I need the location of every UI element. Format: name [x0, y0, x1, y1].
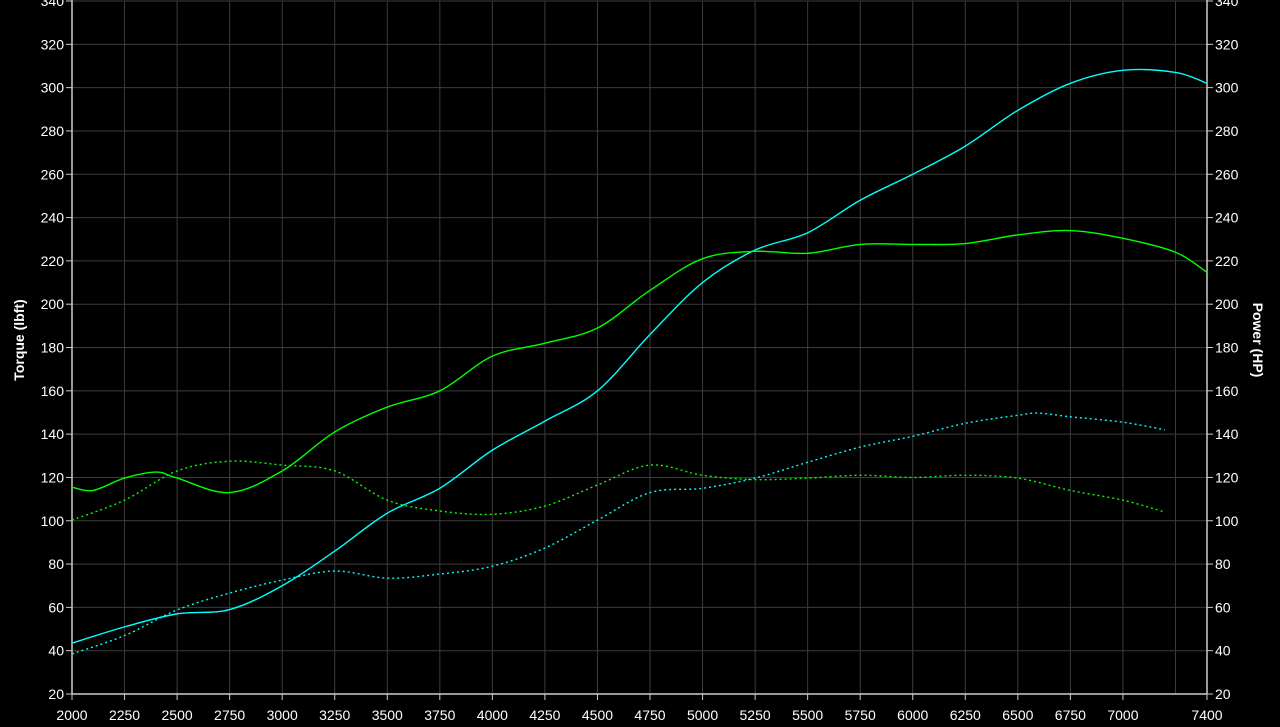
y-tick-label-left: 140: [41, 426, 65, 442]
y-tick-label-left: 300: [41, 80, 65, 96]
y-tick-label-right: 100: [1215, 513, 1239, 529]
x-tick-label: 3250: [319, 707, 350, 723]
x-tick-label: 6000: [897, 707, 928, 723]
x-tick-label: 5500: [792, 707, 823, 723]
series-line-1: [71, 229, 1208, 494]
y-tick-label-left: 80: [48, 556, 64, 572]
y-tick-label-right: 160: [1215, 383, 1239, 399]
x-tick-label: 5250: [740, 707, 771, 723]
x-tick-label: 6500: [1002, 707, 1033, 723]
x-tick-label: 7000: [1107, 707, 1138, 723]
y-tick-label-right: 80: [1215, 556, 1231, 572]
x-tick-label: 3000: [267, 707, 298, 723]
x-tick-label: 5000: [687, 707, 718, 723]
y-tick-label-left: 260: [41, 166, 65, 182]
x-tick-label: 3750: [424, 707, 455, 723]
y-tick-label-right: 200: [1215, 296, 1239, 312]
y-axis-right-label: Power (HP): [1250, 303, 1266, 378]
y-tick-label-left: 20: [48, 686, 64, 702]
grid: [71, 0, 1208, 695]
x-tick-label: 2250: [109, 707, 140, 723]
x-tick-label: 4250: [529, 707, 560, 723]
y-tick-label-left: 280: [41, 123, 65, 139]
series-line-0: [71, 68, 1208, 644]
y-tick-label-right: 260: [1215, 166, 1239, 182]
y-tick-label-left: 40: [48, 643, 64, 659]
x-tick-label: 5750: [845, 707, 876, 723]
y-tick-label-left: 240: [41, 210, 65, 226]
y-tick-label-right: 320: [1215, 36, 1239, 52]
y-tick-label-right: 240: [1215, 210, 1239, 226]
y-tick-label-right: 60: [1215, 599, 1231, 615]
x-tick-label: 6250: [950, 707, 981, 723]
y-tick-label-left: 180: [41, 340, 65, 356]
x-tick-label: 4750: [634, 707, 665, 723]
x-tick-label: 7400: [1191, 707, 1222, 723]
y-tick-label-right: 280: [1215, 123, 1239, 139]
x-tick-label: 2500: [162, 707, 193, 723]
series-line-3: [71, 412, 1166, 655]
y-tick-label-right: 220: [1215, 253, 1239, 269]
y-tick-label-left: 320: [41, 36, 65, 52]
axes: 20 20 40 40 60 60 80 80 100 100 120 120 140 140 160 160…: [41, 0, 1239, 723]
y-tick-label-left: 340: [41, 0, 65, 9]
x-tick-label: 6750: [1055, 707, 1086, 723]
x-tick-label: 2000: [56, 707, 87, 723]
y-tick-label-right: 40: [1215, 643, 1231, 659]
y-tick-label-right: 180: [1215, 340, 1239, 356]
y-tick-label-left: 160: [41, 383, 65, 399]
x-tick-label: 2750: [214, 707, 245, 723]
y-tick-label-right: 140: [1215, 426, 1239, 442]
y-tick-label-left: 100: [41, 513, 65, 529]
y-tick-label-right: 120: [1215, 469, 1239, 485]
y-tick-label-right: 340: [1215, 0, 1239, 9]
series-line-2: [71, 460, 1166, 521]
x-tick-label: 4500: [582, 707, 613, 723]
y-tick-label-left: 200: [41, 296, 65, 312]
y-tick-label-left: 120: [41, 469, 65, 485]
y-tick-label-left: 60: [48, 599, 64, 615]
y-tick-label-right: 20: [1215, 686, 1231, 702]
x-tick-label: 3500: [372, 707, 403, 723]
y-tick-label-right: 300: [1215, 80, 1239, 96]
x-tick-label: 4000: [477, 707, 508, 723]
y-tick-label-left: 220: [41, 253, 65, 269]
y-axis-left-label: Torque (lbft): [11, 299, 27, 380]
series-group: [71, 68, 1208, 655]
